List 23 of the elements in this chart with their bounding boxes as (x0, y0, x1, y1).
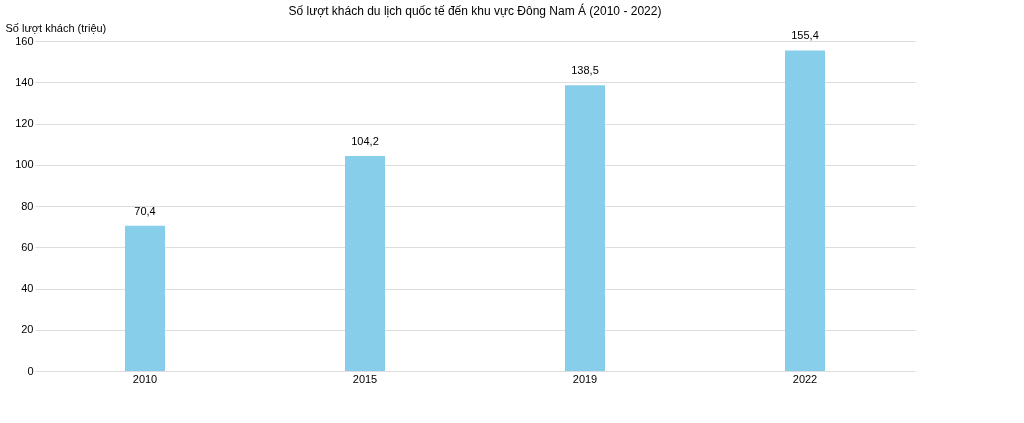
bar (345, 156, 385, 371)
bar (565, 85, 605, 371)
data-label: 155,4 (791, 29, 819, 42)
x-tick-label: 2022 (792, 372, 818, 385)
y-tick-label: 60 (21, 240, 34, 253)
y-tick-label: 120 (15, 117, 34, 129)
y-tick-label: 160 (15, 34, 34, 47)
x-tick-label: 2019 (572, 372, 598, 385)
bar (785, 50, 825, 371)
y-tick-label: 100 (15, 158, 34, 171)
bar (125, 225, 165, 371)
data-label: 104,2 (351, 135, 379, 148)
y-tick-label: 140 (15, 75, 34, 88)
data-label: 70,4 (134, 204, 156, 217)
y-tick-label: 0 (27, 364, 34, 377)
y-tick-label: 40 (21, 282, 34, 294)
chart-title: Số lượt khách du lịch quốc tế đến khu vực Đông Nam Á (2010 - 2022) (288, 3, 662, 18)
data-label: 138,5 (571, 64, 599, 77)
y-axis-title: Số lượt khách (triệu) (5, 21, 107, 34)
y-tick-label: 20 (21, 323, 34, 336)
y-tick-label: 80 (21, 199, 34, 212)
x-tick-label: 2010 (132, 372, 158, 385)
x-tick-label: 2015 (352, 372, 378, 385)
